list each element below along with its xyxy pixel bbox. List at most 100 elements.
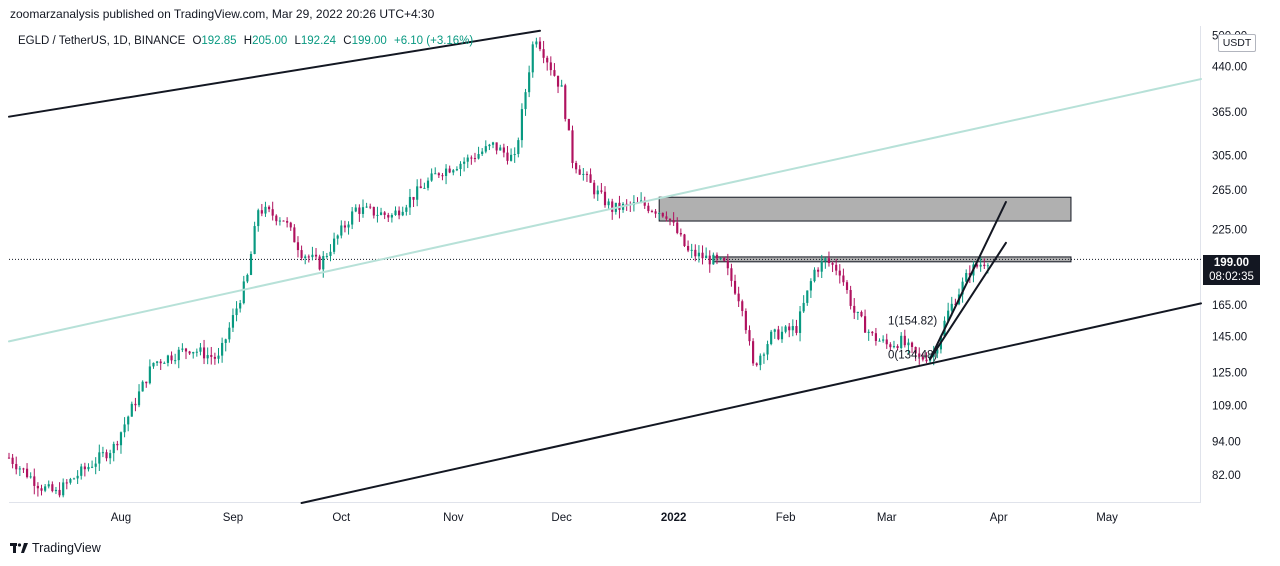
candle-body: [452, 170, 455, 173]
candle-body: [87, 466, 90, 470]
candle-body: [426, 180, 430, 188]
candle-body: [979, 264, 982, 267]
candle-body: [7, 457, 11, 459]
candle-body: [127, 416, 130, 425]
candle-body: [221, 342, 224, 356]
candle-body: [322, 256, 325, 270]
publisher-line: zoomarzanalysis published on TradingView…: [10, 7, 435, 21]
candle-body: [961, 281, 964, 295]
candle-body: [549, 62, 552, 71]
candle-body: [119, 432, 123, 446]
wedge-upper-line: [929, 200, 1007, 361]
candle-body: [192, 352, 195, 354]
candle-body: [329, 251, 332, 256]
candle-body: [809, 281, 812, 291]
candle-body: [947, 310, 950, 321]
candle-body: [719, 258, 722, 260]
candle-body: [123, 424, 126, 433]
candle-body: [448, 168, 451, 173]
candle-body: [658, 212, 661, 214]
close-value: 199.00: [351, 35, 387, 47]
candle-body: [903, 335, 906, 346]
candle-body: [434, 173, 437, 175]
candle-body: [361, 207, 365, 214]
candle-body: [784, 326, 787, 332]
tradingview-brand[interactable]: TradingView: [10, 541, 101, 555]
x-tick-label: Feb: [776, 512, 796, 524]
candle-body: [831, 263, 834, 265]
supply-zone: [658, 196, 1072, 222]
candle-body: [672, 220, 675, 223]
candle-body: [231, 315, 235, 328]
candle-body: [889, 344, 892, 348]
candle-body: [770, 331, 773, 345]
candle-body: [538, 41, 542, 50]
candle-body: [900, 335, 903, 349]
candle-body: [69, 479, 72, 483]
candle-body: [737, 293, 740, 302]
candle-body: [430, 173, 433, 181]
candle-body: [878, 340, 881, 342]
candle-body: [694, 249, 697, 257]
candle-body: [925, 359, 928, 362]
candle-body: [343, 225, 347, 228]
candle-body: [174, 360, 177, 362]
candle-body: [741, 301, 744, 311]
candle-body: [824, 258, 827, 262]
candle-body: [510, 154, 513, 161]
x-tick-label: Aug: [111, 512, 131, 524]
candle-body: [817, 269, 820, 272]
close-label: C: [343, 35, 352, 47]
candle-body: [885, 339, 888, 345]
candle-body: [278, 220, 281, 222]
chart-pane[interactable]: [9, 26, 1201, 503]
candle-body: [777, 329, 780, 340]
candle-body: [354, 207, 357, 212]
candle-body: [195, 351, 198, 353]
candle-body: [405, 207, 408, 212]
y-tick-label: 305.00: [1212, 151, 1247, 163]
candle-body: [683, 234, 686, 246]
candle-body: [347, 224, 350, 228]
candle-body: [661, 212, 664, 217]
candle-body: [177, 349, 180, 361]
fib-level-label: 1(154.82): [888, 315, 937, 327]
candle-body: [358, 207, 361, 214]
candle-body: [867, 331, 870, 333]
candle-body: [336, 235, 339, 239]
candle-body: [910, 342, 914, 347]
candle-body: [206, 355, 209, 359]
candle-body: [340, 225, 343, 236]
candle-body: [892, 346, 896, 348]
candle-body: [459, 163, 462, 170]
candle-body: [423, 187, 426, 189]
candle-body: [307, 256, 310, 258]
x-tick-label: May: [1096, 512, 1118, 524]
candle-body: [90, 466, 94, 468]
candle-body: [564, 85, 567, 119]
candle-body: [228, 327, 231, 340]
candle-body: [242, 281, 245, 304]
candle-body: [921, 356, 924, 360]
candle-body: [513, 154, 516, 156]
candle-body: [556, 75, 560, 87]
candle-body: [708, 255, 711, 265]
channel-mid-line: [8, 78, 1202, 343]
candle-body: [560, 85, 563, 87]
candle-body: [975, 264, 979, 267]
candle-body: [152, 362, 155, 367]
candle-body: [762, 354, 766, 356]
candle-body: [849, 289, 852, 306]
channel-top-line: [8, 29, 541, 118]
candle-body: [650, 211, 654, 213]
candle-body: [531, 44, 534, 73]
candle-body: [463, 161, 466, 164]
currency-unit-button[interactable]: USDT: [1218, 34, 1256, 52]
candle-body: [94, 463, 97, 467]
candle-body: [72, 478, 76, 480]
symbol-name[interactable]: EGLD / TetherUS, 1D, BINANCE: [18, 35, 186, 47]
candle-body: [260, 210, 263, 214]
candle-body: [311, 254, 314, 258]
candle-body: [271, 209, 274, 216]
